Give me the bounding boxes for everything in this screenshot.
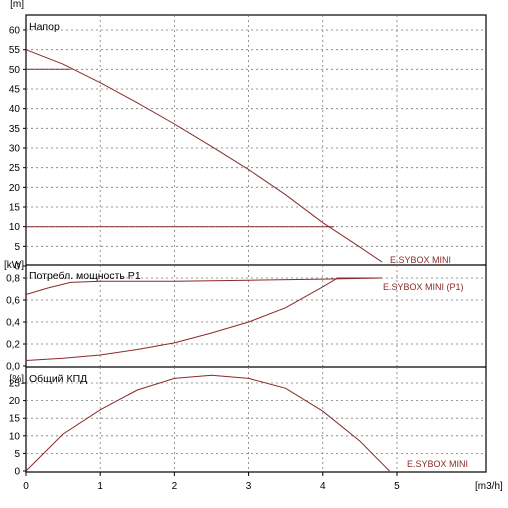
panel-title: Общий КПД — [29, 373, 87, 385]
y-tick-label: 0,0 — [6, 362, 20, 373]
y-tick-label: 35 — [9, 124, 21, 135]
y-tick-label: 0,4 — [6, 318, 20, 329]
panel-power: 0,0 0,2 0,4 0,6 0,8 [kW] Потребл. мощность P1 E… — [4, 260, 486, 373]
panel-efficiency: 0 5 10 15 20 25[%] Общий КПД E.SYBOX MINI — [9, 366, 486, 478]
y-tick-label: 5 — [14, 242, 20, 253]
series-line — [25, 277, 383, 361]
x-tick-label: 5 — [394, 481, 400, 492]
y-tick-label: 45 — [9, 85, 21, 96]
x-tick-label: 4 — [320, 481, 326, 492]
panel-title: Потребл. мощность P1 — [29, 270, 141, 282]
y-tick-label: 50 — [9, 65, 21, 76]
y-tick-label: 25 — [9, 163, 21, 174]
y-unit-label: [m] — [10, 0, 24, 10]
y-tick-label: 30 — [9, 144, 21, 155]
y-tick-label: 10 — [9, 431, 21, 442]
y-tick-label: 55 — [9, 45, 21, 56]
series-line — [25, 374, 390, 472]
series-line — [25, 277, 383, 295]
y-tick-label: 0 — [14, 262, 20, 273]
y-tick-label: 0,2 — [6, 340, 20, 351]
y-tick-label: 20 — [9, 396, 21, 407]
y-tick-label: 0,6 — [6, 296, 20, 307]
y-unit-label: [%] — [10, 374, 25, 385]
y-tick-label: 25 — [9, 379, 21, 390]
y-tick-label: 0,8 — [6, 274, 20, 285]
y-tick-label: 40 — [9, 104, 21, 115]
y-tick-label: 20 — [9, 183, 21, 194]
x-tick-label: 1 — [97, 481, 103, 492]
x-tick-label: 2 — [172, 481, 178, 492]
x-tick-label: 3 — [246, 481, 252, 492]
series-line — [25, 49, 383, 263]
panel-title: Напор — [29, 21, 60, 33]
y-tick-label: 15 — [9, 414, 21, 425]
panel-head: 0 5 10 15 20 25 30 35 40 45 50 55 60 [m] Напор E.SYBOX … — [9, 0, 486, 273]
y-tick-label: 10 — [9, 222, 21, 233]
series-label: E.SYBOX MINI — [390, 255, 451, 265]
x-axis: 0 1 2 3 4 5 [m3/h] — [23, 472, 503, 492]
series-label: E.SYBOX MINI (P1) — [383, 282, 464, 292]
chart-frame — [25, 14, 487, 473]
x-tick-label: 0 — [23, 481, 29, 492]
y-unit-label: [kW] — [4, 260, 24, 271]
y-tick-label: 15 — [9, 203, 21, 214]
x-axis-label: [m3/h] — [475, 481, 503, 492]
y-tick-label: 0 — [14, 467, 20, 478]
y-tick-label: 5 — [14, 449, 20, 460]
series-label: E.SYBOX MINI — [407, 459, 468, 469]
y-tick-label: 60 — [9, 26, 21, 37]
